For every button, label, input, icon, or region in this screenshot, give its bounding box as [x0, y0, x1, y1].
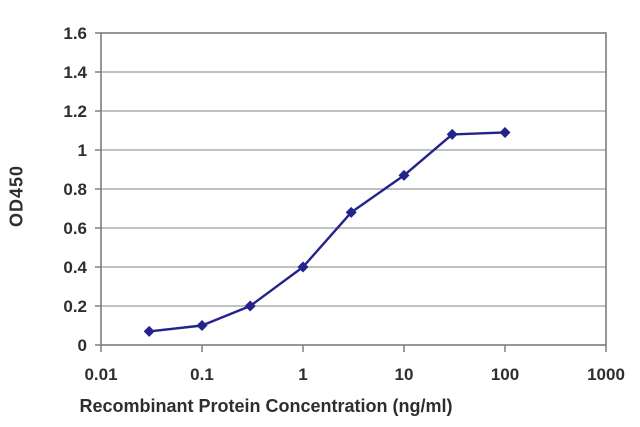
x-tick-label: 0.1 — [190, 365, 214, 384]
data-point-marker — [499, 126, 511, 138]
data-point-marker — [196, 320, 208, 331]
data-series-line — [149, 131, 506, 333]
data-point-marker — [244, 300, 256, 312]
x-tick-label: 100 — [491, 365, 519, 384]
x-tick-label: 1 — [298, 365, 307, 384]
data-point-marker — [297, 261, 309, 273]
data-point-marker — [446, 128, 458, 140]
x-tick-label: 1000 — [587, 365, 625, 384]
plot-frame — [100, 32, 607, 346]
x-tick-label: 0.01 — [84, 365, 117, 384]
y-tick-label: 0.8 — [63, 180, 87, 199]
data-point-marker — [398, 169, 410, 181]
y-tick-label: 1 — [78, 141, 87, 160]
y-tick-label: 1.4 — [63, 63, 87, 82]
data-point-marker — [345, 206, 357, 218]
x-axis-title: Recombinant Protein Concentration (ng/ml… — [79, 396, 453, 416]
y-tick-label: 1.2 — [63, 102, 87, 121]
y-tick-label: 0 — [78, 336, 87, 355]
x-tick-label: 10 — [395, 365, 414, 384]
y-tick-label: 0.4 — [63, 258, 87, 277]
y-tick-label: 0.6 — [63, 219, 87, 238]
y-tick-label: 0.2 — [63, 297, 87, 316]
data-point-marker — [143, 325, 155, 337]
y-tick-label: 1.6 — [63, 24, 87, 43]
